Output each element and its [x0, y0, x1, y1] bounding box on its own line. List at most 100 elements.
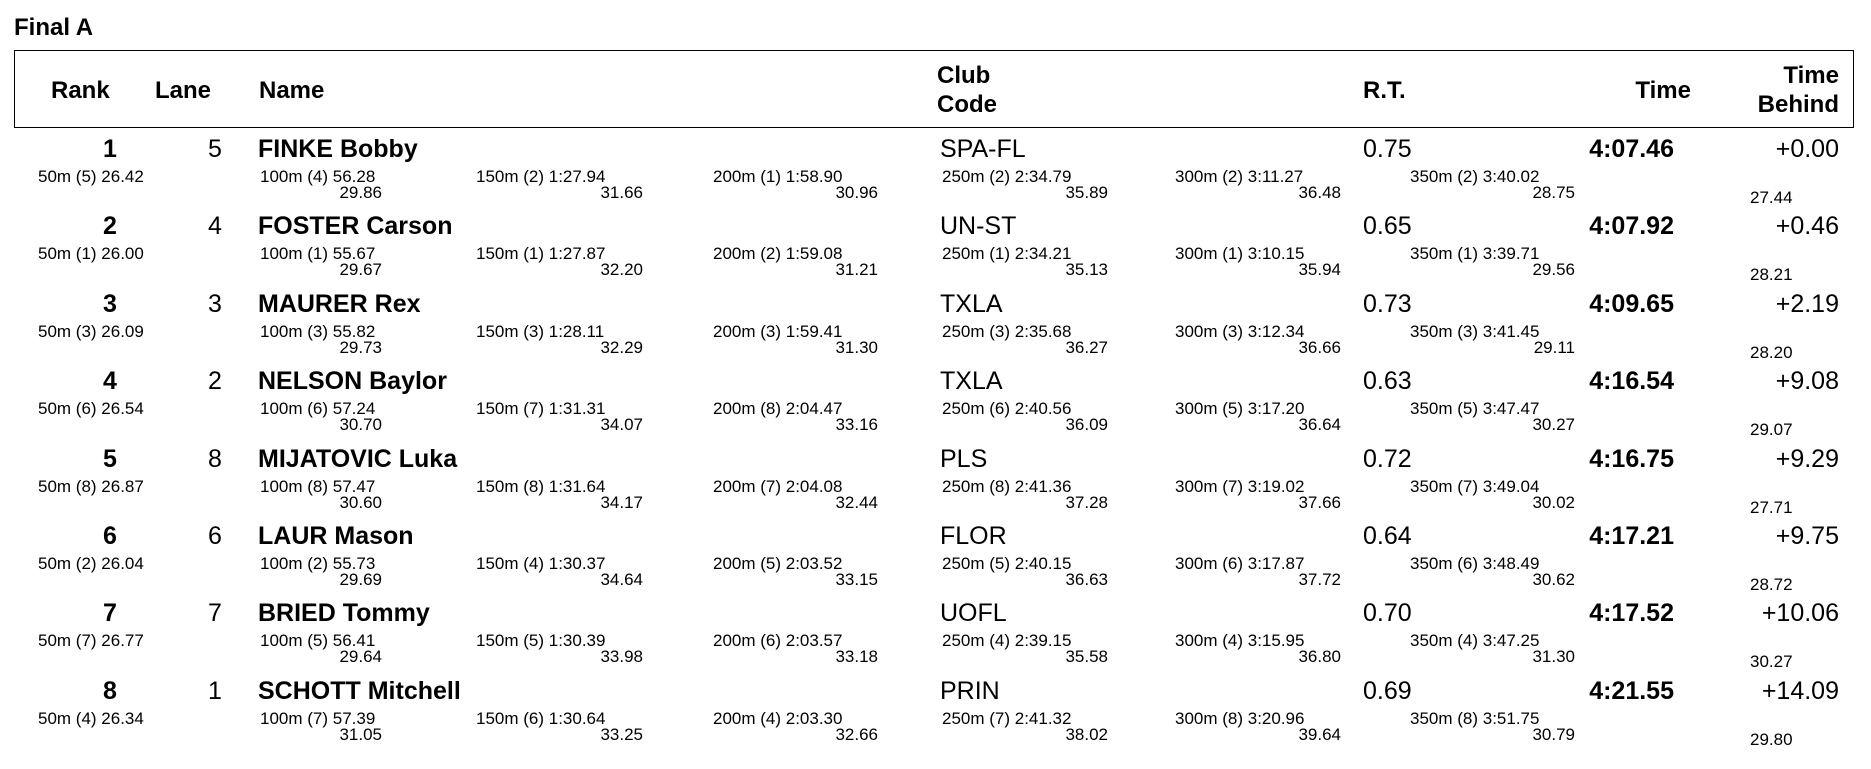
swimmer-name: SCHOTT Mitchell	[258, 676, 461, 705]
diff-300m: 39.64	[1298, 724, 1341, 744]
final-time: 4:17.52	[1589, 599, 1674, 628]
diff-200m: 32.44	[835, 492, 878, 512]
split-100m: 100m (7) 57.39	[260, 708, 376, 728]
diff-350m: 30.79	[1532, 724, 1575, 744]
rank-cell: 6	[103, 522, 117, 550]
swimmer-name: MIJATOVIC Luka	[258, 444, 458, 473]
table-row: 8 1 SCHOTT Mitchell PRIN 0.69 4:21.55 +14.09 50…	[0, 676, 1871, 753]
lane-cell: 8	[208, 444, 222, 473]
diff-400m: 29.07	[1750, 420, 1793, 440]
split-100m: 100m (4) 56.28	[260, 167, 376, 186]
diff-250m: 38.02	[1065, 724, 1108, 744]
split-50m: 50m (6) 26.54	[38, 399, 144, 419]
club-code: TXLA	[940, 367, 1003, 396]
reaction-time-header: R.T.	[1363, 77, 1406, 104]
split-200m: 200m (4) 2:03.30	[713, 708, 843, 728]
lane-cell: 2	[208, 367, 222, 396]
split-100m: 100m (5) 56.41	[260, 631, 376, 651]
diff-150m: 34.17	[600, 492, 643, 512]
split-250m: 250m (7) 2:41.32	[942, 708, 1072, 728]
club-code: PLS	[940, 444, 988, 473]
diff-350m: 30.27	[1532, 415, 1575, 435]
split-350m: 350m (7) 3:49.04	[1410, 476, 1540, 496]
diff-400m: 28.72	[1750, 575, 1793, 594]
diff-400m: 27.44	[1750, 188, 1793, 207]
club-header-line2: Code	[937, 91, 997, 118]
swimmer-name: BRIED Tommy	[258, 599, 430, 628]
swimmer-name: FOSTER Carson	[258, 212, 453, 241]
split-150m: 150m (6) 1:30.64	[476, 708, 606, 728]
club-code: UOFL	[940, 599, 1007, 628]
reaction-time: 0.72	[1363, 444, 1412, 473]
split-50m: 50m (4) 26.34	[38, 708, 144, 728]
diff-100m: 29.67	[339, 260, 382, 280]
diff-200m: 33.18	[835, 647, 878, 667]
club-code: SPA-FL	[940, 135, 1026, 163]
diff-250m: 36.09	[1065, 415, 1108, 435]
split-350m: 350m (5) 3:47.47	[1410, 399, 1540, 419]
diff-400m: 27.71	[1750, 497, 1793, 517]
rank-cell: 7	[103, 599, 117, 628]
swimmer-name: NELSON Baylor	[258, 367, 447, 396]
split-350m: 350m (4) 3:47.25	[1410, 631, 1540, 651]
split-150m: 150m (2) 1:27.94	[476, 167, 606, 186]
diff-400m: 28.21	[1750, 265, 1793, 285]
split-350m: 350m (2) 3:40.02	[1410, 167, 1540, 186]
split-350m: 350m (6) 3:48.49	[1410, 554, 1540, 573]
diff-300m: 36.66	[1298, 337, 1341, 357]
lane-cell: 5	[208, 135, 222, 163]
split-50m: 50m (8) 26.87	[38, 476, 144, 496]
final-time: 4:16.54	[1589, 367, 1674, 396]
table-row: 4 2 NELSON Baylor TXLA 0.63 4:16.54 +9.08 50m (…	[0, 366, 1871, 443]
split-200m: 200m (6) 2:03.57	[713, 631, 843, 651]
split-100m: 100m (8) 57.47	[260, 476, 376, 496]
split-200m: 200m (8) 2:04.47	[713, 399, 843, 419]
reaction-time: 0.75	[1363, 135, 1412, 163]
time-behind: +9.29	[1775, 444, 1839, 473]
table-row: 5 8 MIJATOVIC Luka PLS 0.72 4:16.75 +9.29 50m (…	[0, 444, 1871, 521]
diff-300m: 35.94	[1298, 260, 1341, 280]
split-150m: 150m (1) 1:27.87	[476, 244, 606, 264]
split-250m: 250m (2) 2:34.79	[942, 167, 1072, 186]
swimmer-name: LAUR Mason	[258, 522, 414, 550]
split-300m: 300m (5) 3:17.20	[1175, 399, 1305, 419]
split-150m: 150m (3) 1:28.11	[476, 321, 605, 341]
diff-250m: 35.13	[1065, 260, 1108, 280]
split-50m: 50m (2) 26.04	[38, 554, 144, 573]
split-300m: 300m (7) 3:19.02	[1175, 476, 1305, 496]
time-behind: +9.08	[1775, 367, 1839, 396]
split-100m: 100m (3) 55.82	[260, 321, 376, 341]
club-code: FLOR	[940, 522, 1007, 550]
rank-cell: 8	[103, 676, 117, 705]
club-code: PRIN	[940, 676, 1000, 705]
diff-400m: 30.27	[1750, 652, 1793, 672]
table-row: 3 3 MAURER Rex TXLA 0.73 4:09.65 +2.19 50m (3) …	[0, 289, 1871, 366]
diff-200m: 30.96	[835, 183, 878, 202]
time-behind-header: Time Behind	[1758, 61, 1839, 119]
swimmer-name: FINKE Bobby	[258, 135, 418, 163]
name-header: Name	[259, 77, 325, 104]
split-100m: 100m (2) 55.73	[260, 554, 376, 573]
diff-100m: 29.73	[339, 337, 382, 357]
reaction-time: 0.70	[1363, 599, 1412, 628]
split-200m: 200m (3) 1:59.41	[713, 321, 843, 341]
diff-250m: 37.28	[1065, 492, 1108, 512]
split-250m: 250m (6) 2:40.56	[942, 399, 1072, 419]
club-header-line1: Club	[937, 62, 991, 89]
tb-header-line1: Time	[1783, 62, 1839, 89]
time-behind: +14.09	[1761, 676, 1839, 705]
split-200m: 200m (1) 1:58.90	[713, 167, 843, 186]
split-200m: 200m (2) 1:59.08	[713, 244, 843, 264]
diff-300m: 36.48	[1298, 183, 1341, 202]
time-behind: +0.46	[1775, 212, 1839, 241]
final-time: 4:07.92	[1589, 212, 1674, 241]
split-150m: 150m (7) 1:31.31	[476, 399, 606, 419]
split-50m: 50m (3) 26.09	[38, 321, 144, 341]
time-behind: +9.75	[1775, 522, 1839, 550]
diff-300m: 36.64	[1298, 415, 1341, 435]
time-header: Time	[1635, 77, 1691, 104]
split-350m: 350m (1) 3:39.71	[1410, 244, 1540, 264]
final-time: 4:17.21	[1589, 522, 1674, 550]
time-behind: +10.06	[1761, 599, 1839, 628]
swimmer-name: MAURER Rex	[258, 289, 421, 318]
